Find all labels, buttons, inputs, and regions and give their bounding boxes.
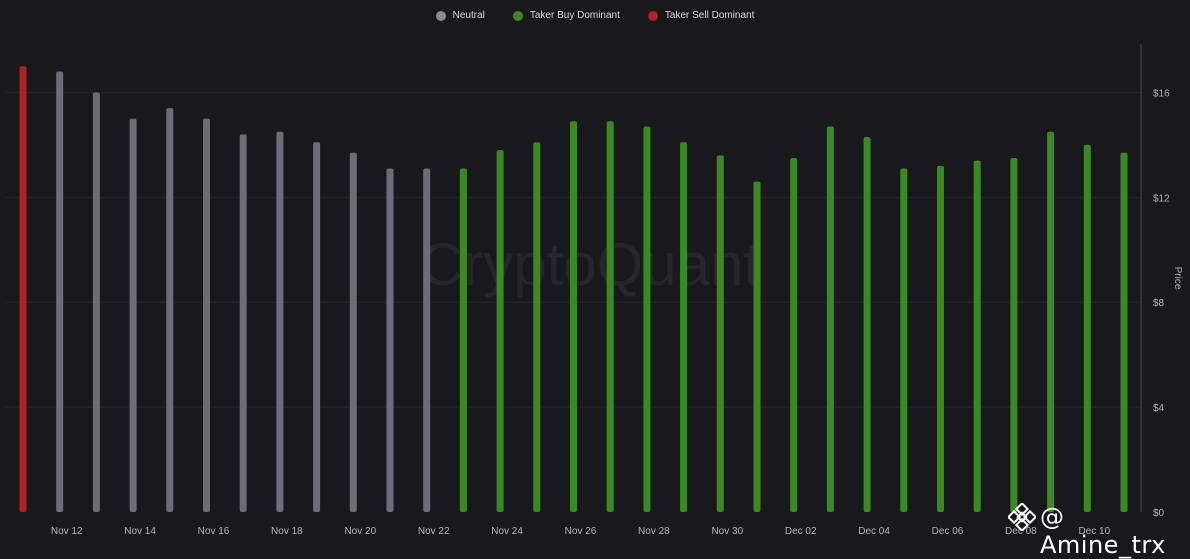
x-tick-label: Nov 14 [124,526,156,537]
watermark-brand: CryptoQuant [420,231,760,298]
bar-buy [900,168,908,512]
x-tick-label: Nov 12 [51,526,83,537]
bar-buy [496,150,504,512]
bar-neutral [56,71,64,512]
legend-dot-neutral [435,10,446,21]
y-tick-label: $16 [1153,88,1170,99]
bar-neutral [166,108,174,512]
x-tick-label: Nov 24 [491,526,523,537]
x-tick-label: Dec 08 [1005,526,1037,537]
y-tick-label: $12 [1153,193,1170,204]
x-tick-label: Nov 28 [638,526,670,537]
x-tick-label: Dec 02 [785,526,817,537]
legend-item-taker-sell[interactable]: Taker Sell Dominant [647,10,755,21]
x-tick-label: Nov 16 [198,526,230,537]
bar-neutral [276,131,284,512]
x-tick-label: Nov 20 [344,526,376,537]
x-tick-label: Nov 26 [565,526,597,537]
chart-area: CryptoQuant $0 $4 $8 $12 $16 Price Nov 12 Nov 1… [5,44,1183,537]
bar-neutral [349,152,357,512]
bar-buy [753,181,761,512]
bar-buy [643,126,651,513]
chart-svg: CryptoQuant $0 $4 $8 $12 $16 Price Nov 12 Nov 1… [5,44,1183,537]
bar-buy [826,126,834,513]
bar-buy [570,121,577,513]
binance-logo-icon [1008,503,1036,531]
y-tick-label: $8 [1153,298,1165,309]
x-tick-label: Nov 18 [271,526,303,537]
legend-item-taker-buy[interactable]: Taker Buy Dominant [512,10,620,21]
bar-layer [19,66,1128,513]
bar-buy [606,121,614,513]
x-tick-label: Dec 10 [1078,526,1110,537]
legend-label-neutral: Neutral [452,10,485,21]
y-tick-label: $0 [1153,508,1165,519]
bar-buy [937,165,944,512]
bar-neutral [92,92,100,512]
bar-buy [680,142,688,512]
watermark-handle: @ Amine_trx [1040,503,1166,559]
y-tick-label: $4 [1153,403,1165,414]
bar-neutral [203,118,210,513]
y-axis-label: Price [1172,267,1183,290]
legend-dot-taker-buy [512,10,523,21]
bar-buy [1120,152,1128,512]
bar-buy [1083,144,1091,512]
bar-buy [863,137,871,512]
legend-item-neutral[interactable]: Neutral [435,10,485,21]
x-tick-label: Nov 22 [418,526,450,537]
axis-layer: $0 $4 $8 $12 $16 Price Nov 12 Nov 14 Nov 16 Nov 1… [51,44,1183,537]
legend-dot-taker-sell [647,10,658,21]
legend-label-taker-buy: Taker Buy Dominant [529,10,620,21]
x-tick-label: Dec 06 [932,526,964,537]
bar-buy [533,142,541,512]
bar-neutral [239,134,247,512]
bar-buy [716,155,724,512]
legend-label-taker-sell: Taker Sell Dominant [664,10,755,21]
x-tick-label: Nov 30 [711,526,743,537]
bar-neutral [386,168,394,512]
bar-neutral [313,142,321,512]
legend: Neutral Taker Buy Dominant Taker Sell Do… [0,10,1190,21]
bar-neutral [129,118,137,513]
bar-neutral [423,168,431,512]
x-tick-label: Dec 04 [858,526,890,537]
bar-buy [1047,131,1055,512]
bar-buy [1010,158,1018,512]
bar-buy [459,168,467,512]
bar-sell [19,66,27,512]
bar-buy [790,158,798,512]
bar-buy [973,160,981,512]
